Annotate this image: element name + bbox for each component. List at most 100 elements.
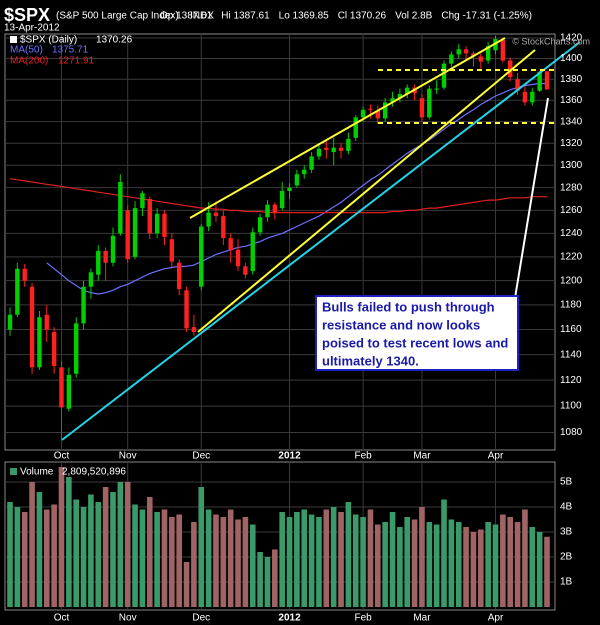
candle-body	[279, 191, 285, 209]
candle-body	[243, 266, 248, 275]
volume-bar	[294, 512, 300, 607]
candle-body	[103, 250, 108, 263]
legend-label: MA(50)	[10, 45, 43, 56]
stat: Chg -17.31 (-1.25%)	[441, 11, 532, 22]
volume-bar	[286, 517, 293, 607]
volume-bar	[242, 517, 249, 607]
candle-body	[390, 98, 395, 103]
candle-body	[544, 71, 550, 90]
x-tick-label: Nov	[119, 613, 137, 624]
volume-bar	[375, 524, 381, 607]
candle-body	[213, 212, 219, 217]
candle-body	[353, 117, 358, 138]
candle-body	[250, 232, 255, 272]
candle-body	[522, 91, 528, 103]
volume-bar	[470, 532, 477, 607]
marks	[7, 36, 550, 607]
y-tick-label: 1120	[560, 375, 582, 386]
volume-bar	[7, 502, 13, 607]
volume-bar	[220, 517, 227, 607]
candle-body	[176, 262, 182, 290]
volume-bar	[227, 509, 234, 607]
volume-bar	[463, 527, 469, 607]
volume-bar	[477, 529, 484, 607]
subtitle: (S&P 500 Large Cap Index)	[56, 11, 179, 22]
x-tick-label: Apr	[488, 613, 504, 624]
y-tick-label: 1200	[560, 275, 583, 286]
y-tick-label: 1100	[560, 401, 582, 412]
y-tick-label: 1080	[560, 427, 583, 438]
candle-body	[397, 93, 403, 99]
volume-bar	[264, 557, 271, 607]
volume-bar	[73, 499, 80, 607]
legend-value: 1370.26	[96, 35, 133, 46]
volume-bar	[205, 509, 212, 607]
candle-body	[375, 110, 381, 119]
volume-bar	[352, 514, 359, 607]
candle-body	[118, 182, 123, 234]
volume-bar	[389, 512, 396, 607]
volume-bar	[382, 522, 388, 607]
volume-bar	[308, 514, 315, 607]
candle-body	[235, 249, 241, 267]
volume-bar	[88, 494, 94, 607]
volume-bar	[117, 482, 124, 607]
volume-bar	[448, 519, 455, 607]
volume-bar	[176, 514, 182, 607]
legend-value: 1375.71	[52, 45, 89, 56]
volume-bar	[338, 512, 344, 607]
candle-body	[478, 56, 483, 62]
annotation-box	[315, 295, 519, 371]
x-tick-label: Mar	[413, 613, 431, 624]
volume-bar	[110, 492, 116, 607]
exchange: INDX	[190, 11, 214, 22]
candle-body	[449, 54, 454, 64]
candle-body	[309, 156, 314, 170]
legend-value: 2,809,520,896	[62, 467, 126, 478]
candle-body	[132, 208, 138, 257]
stat: Hi 1387.61	[221, 11, 270, 22]
candle-body	[405, 87, 410, 94]
volume-bar	[485, 522, 491, 607]
x-tick-label: Mar	[413, 451, 431, 462]
annotation-line: ultimately 1340.	[322, 353, 419, 368]
candle-body	[265, 204, 270, 218]
candle-body	[331, 147, 336, 153]
y-tick-label: 1B	[560, 577, 573, 588]
candle-body	[368, 108, 373, 110]
legend-label: Volume	[20, 467, 54, 478]
x-tick-label: 2012	[278, 451, 301, 462]
volume-bar	[161, 509, 168, 607]
candle-body	[530, 91, 535, 103]
volume-bar	[279, 512, 285, 607]
volume-bar	[235, 519, 241, 607]
price-panel	[4, 33, 556, 451]
candle-body	[37, 317, 42, 368]
y-tick-label: 1220	[560, 251, 583, 262]
candle-body	[257, 217, 263, 233]
y-tick-label: 1180	[560, 300, 582, 311]
candle-body	[382, 102, 388, 119]
candle-body	[434, 88, 439, 90]
volume-bar	[124, 482, 131, 607]
candle-body	[169, 239, 175, 262]
x-tick-label: Oct	[54, 451, 70, 462]
candle-body	[199, 226, 204, 287]
volume-bar	[43, 509, 50, 607]
ma-line	[46, 82, 548, 295]
x-tick-label: Feb	[354, 613, 372, 624]
y-tick-label: 5B	[560, 477, 573, 488]
annotation-line: resistance and now looks	[322, 317, 480, 332]
trend-line	[189, 37, 506, 219]
date: 13-Apr-2012	[4, 23, 60, 34]
candle-body	[302, 169, 307, 175]
trend-line	[197, 49, 536, 333]
y-tick-label: 1280	[560, 182, 583, 193]
legend-swatch	[10, 36, 17, 43]
volume-bar	[257, 552, 263, 607]
candle-body	[7, 314, 13, 330]
y-tick-label: 3B	[560, 527, 573, 538]
candle-body	[493, 39, 498, 51]
y-tick-label: 1400	[560, 53, 583, 64]
